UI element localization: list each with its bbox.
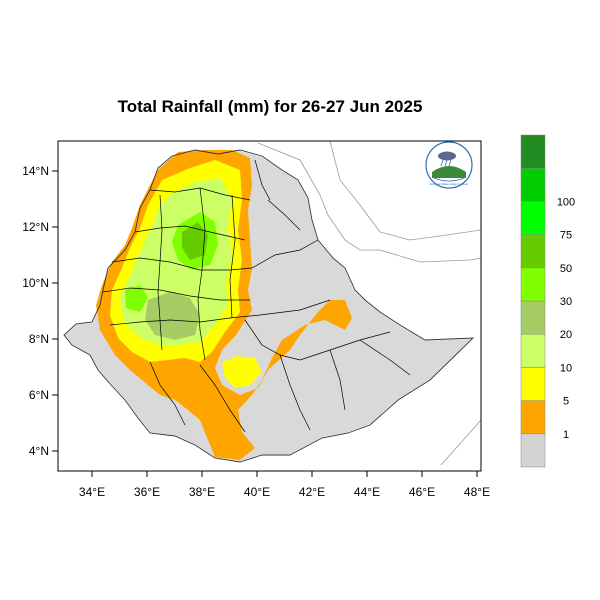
lat-tick-label: 12°N — [22, 220, 49, 234]
legend-color-box — [520, 134, 546, 169]
lon-tick-label: 34°E — [79, 485, 105, 499]
arabian-coastline — [329, 141, 481, 241]
legend-colorbar — [520, 134, 546, 468]
legend-boundary-label: 50 — [560, 263, 572, 275]
legend-boundary-label: 1 — [563, 429, 569, 441]
lat-tick-label: 10°N — [22, 276, 49, 290]
legend-boundary-label: 30 — [560, 296, 572, 308]
legend-boundary-label: 100 — [557, 196, 575, 208]
legend-color-box — [520, 167, 546, 202]
lon-tick-label: 36°E — [134, 485, 160, 499]
logo-text: Ethiopian Meteorology Institute — [430, 182, 469, 186]
ethiopia-outline — [63, 149, 475, 463]
legend-labels: 1 5 10 20 30 50 75 100 — [557, 196, 575, 440]
somalia-coastline — [440, 419, 481, 466]
legend-boundary-label: 20 — [560, 329, 572, 341]
legend-boundary-label: 5 — [563, 396, 569, 408]
admin-borders — [102, 159, 411, 433]
lon-tick-label: 46°E — [409, 485, 435, 499]
lon-tick-label: 44°E — [354, 485, 380, 499]
lon-tick-label: 40°E — [244, 485, 270, 499]
legend-boundary-label: 75 — [560, 230, 572, 242]
lon-tick-label: 42°E — [299, 485, 325, 499]
lon-tick-marks — [91, 471, 478, 477]
rain-5-10mm-south — [222, 356, 262, 388]
legend-color-box — [520, 267, 546, 302]
meteorology-agency-logo-icon: Ethiopian Meteorology Institute — [425, 141, 473, 189]
map-frame-border — [57, 140, 482, 472]
lat-tick-marks — [52, 170, 58, 452]
rain-50-75mm-region — [182, 222, 208, 260]
lat-tick-label: 4°N — [29, 444, 49, 458]
legend-color-box — [520, 400, 546, 435]
red-sea-coastline — [257, 142, 481, 263]
lat-tick-label: 8°N — [29, 332, 49, 346]
lon-tick-label: 38°E — [189, 485, 215, 499]
legend-color-box — [520, 234, 546, 269]
legend-color-box — [520, 300, 546, 335]
lon-tick-labels: 34°E 36°E 38°E 40°E 42°E 44°E 46°E 48°E — [79, 485, 490, 499]
lat-tick-label: 14°N — [22, 164, 49, 178]
map-title: Total Rainfall (mm) for 26-27 Jun 2025 — [117, 97, 423, 116]
rainfall-shading — [96, 150, 352, 460]
legend-color-box — [520, 201, 546, 235]
lat-tick-labels: 14°N 12°N 10°N 8°N 6°N 4°N — [22, 164, 49, 458]
lat-tick-label: 6°N — [29, 388, 49, 402]
legend-color-box — [520, 433, 546, 468]
lon-tick-label: 48°E — [464, 485, 490, 499]
legend-boundary-label: 10 — [560, 362, 572, 374]
legend-color-box — [520, 333, 546, 368]
rain-30-50mm-west — [125, 285, 148, 312]
map-content — [62, 141, 481, 466]
legend-color-box — [520, 367, 546, 401]
